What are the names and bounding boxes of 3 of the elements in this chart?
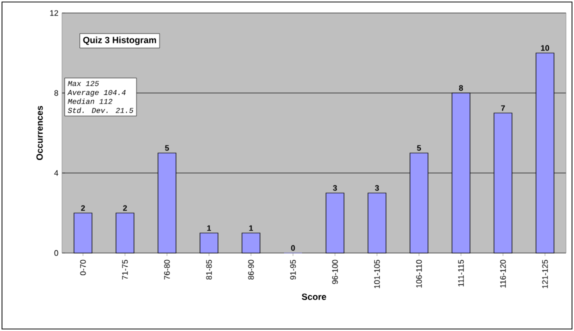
text: Quiz 3 Histogram [83, 36, 156, 45]
y-axis-title: Occurrences [36, 106, 43, 160]
x-axis-title: Score [302, 294, 326, 300]
